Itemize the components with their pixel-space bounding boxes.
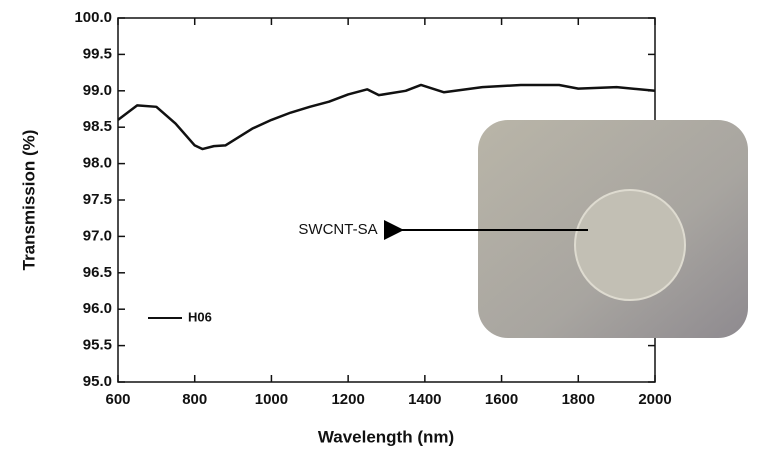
- x-tick-label: 1800: [562, 391, 595, 408]
- y-axis-label: Transmission (%): [19, 130, 38, 271]
- annotation: SWCNT-SA: [298, 221, 377, 238]
- x-tick-label: 1400: [408, 391, 441, 408]
- y-tick-label: 96.5: [83, 264, 112, 281]
- y-tick-label: 97.5: [83, 191, 112, 208]
- legend-label: H06: [188, 309, 212, 324]
- x-axis-label: Wavelength (nm): [318, 427, 454, 446]
- y-tick-label: 98.5: [83, 118, 112, 135]
- marks: 95.0 95.5 96.0 96.5 97.0 97.5 98.0 98.5 99.0 99.5…: [74, 9, 671, 408]
- y-tick-label: 95.5: [83, 337, 112, 354]
- sample-disk: [574, 189, 686, 301]
- y-tick-label: 97.0: [83, 227, 112, 244]
- x-tick-label: 1200: [331, 391, 364, 408]
- y-tick-label: 99.5: [83, 45, 112, 62]
- y-tick-label: 99.0: [83, 82, 112, 99]
- x-tick-label: 2000: [638, 391, 671, 408]
- y-tick-label: 98.0: [83, 155, 112, 172]
- y-tick-label: 100.0: [74, 9, 112, 26]
- x-tick-label: 600: [105, 391, 130, 408]
- x-tick-label: 1600: [485, 391, 518, 408]
- y-tick-label: 96.0: [83, 300, 112, 317]
- y-tick-label: 95.0: [83, 373, 112, 390]
- series-line: [117, 83, 656, 151]
- x-tick-label: 1000: [255, 391, 288, 408]
- x-tick-label: 800: [182, 391, 207, 408]
